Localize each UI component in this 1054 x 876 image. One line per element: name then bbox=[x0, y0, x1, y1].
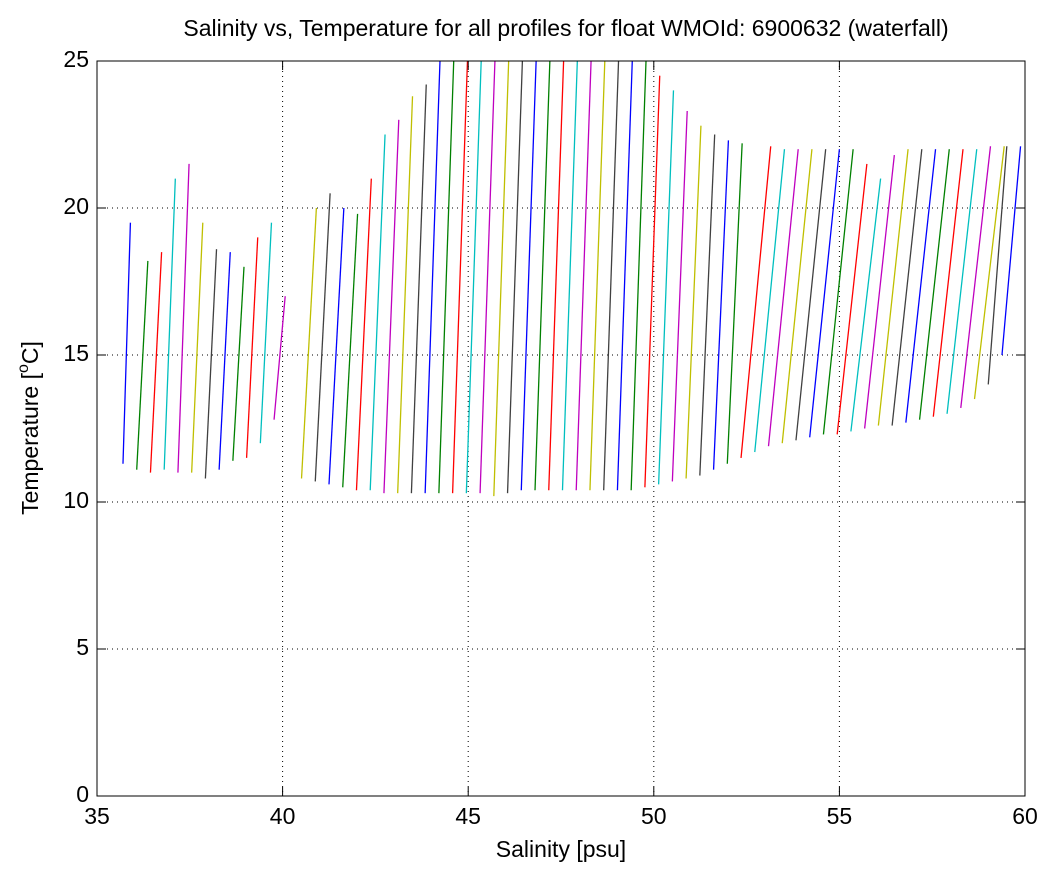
profile-line bbox=[740, 146, 772, 458]
profile-line bbox=[314, 193, 331, 482]
profile-line bbox=[589, 60, 606, 491]
profile-line bbox=[616, 60, 633, 491]
profile-line bbox=[163, 178, 176, 470]
x-tick-label: 50 bbox=[641, 803, 667, 829]
profile-line bbox=[383, 119, 400, 494]
profile-line bbox=[245, 237, 259, 458]
profile-line bbox=[671, 110, 688, 482]
y-label-text: Temperature [ bbox=[17, 372, 43, 515]
profile-line bbox=[328, 207, 345, 485]
profile-line bbox=[987, 146, 1008, 385]
x-tick-label: 40 bbox=[270, 803, 296, 829]
axes-box bbox=[96, 60, 1026, 797]
profile-line bbox=[410, 84, 427, 494]
profile-line bbox=[136, 260, 149, 470]
profile-line bbox=[273, 296, 286, 420]
profile-line bbox=[699, 134, 716, 476]
profile-line bbox=[863, 155, 895, 429]
y-tick-label: 25 bbox=[63, 46, 89, 72]
profile-line bbox=[918, 149, 950, 420]
profile-line bbox=[644, 75, 661, 488]
profile-line bbox=[561, 60, 578, 491]
profile-line bbox=[973, 146, 1005, 400]
profile-line bbox=[451, 60, 469, 494]
profile-line bbox=[795, 149, 827, 441]
profile-line bbox=[712, 140, 730, 470]
profile-line bbox=[809, 149, 841, 438]
profile-line bbox=[850, 178, 882, 432]
profile-line bbox=[465, 60, 482, 494]
y-tick-label: 10 bbox=[63, 487, 89, 513]
profile-line bbox=[946, 149, 978, 414]
profile-line bbox=[726, 143, 743, 464]
profile-line bbox=[932, 149, 964, 417]
profile-line bbox=[657, 90, 675, 485]
profile-line bbox=[781, 149, 813, 444]
profile-line bbox=[479, 60, 496, 494]
y-label-unit: C] bbox=[17, 341, 43, 364]
profile-line bbox=[191, 222, 204, 473]
profile-line bbox=[960, 146, 992, 408]
profile-line bbox=[149, 252, 163, 473]
profile-line bbox=[204, 249, 218, 479]
profile-line bbox=[438, 60, 455, 494]
x-tick-label: 35 bbox=[84, 803, 110, 829]
profile-line bbox=[424, 60, 441, 494]
y-tick-label: 20 bbox=[63, 193, 89, 219]
profile-line bbox=[548, 60, 565, 491]
profile-line bbox=[506, 60, 524, 494]
profile-line bbox=[767, 149, 799, 447]
profile-line bbox=[232, 266, 245, 461]
profile-line bbox=[493, 60, 510, 497]
profile-line bbox=[822, 149, 854, 435]
x-tick-label: 55 bbox=[827, 803, 853, 829]
y-axis-label: Temperature [oC] bbox=[15, 341, 43, 515]
chart-title: Salinity vs, Temperature for all profile… bbox=[183, 15, 948, 41]
profile-line bbox=[355, 178, 372, 491]
profile-line bbox=[754, 149, 786, 453]
plot-area bbox=[96, 60, 1026, 797]
profile-line bbox=[342, 213, 359, 488]
y-tick-label: 5 bbox=[76, 634, 89, 660]
profile-line bbox=[685, 125, 702, 479]
profile-line bbox=[122, 222, 132, 464]
profile-line bbox=[369, 134, 386, 491]
profile-line bbox=[905, 149, 937, 423]
profile-line bbox=[218, 252, 231, 470]
x-tick-label: 60 bbox=[1012, 803, 1038, 829]
y-tick-label: 15 bbox=[63, 340, 89, 366]
profile-line bbox=[575, 60, 592, 491]
profile-line bbox=[177, 163, 190, 473]
profile-line bbox=[520, 60, 537, 491]
profile-line bbox=[891, 149, 923, 426]
x-axis-label: Salinity [psu] bbox=[496, 836, 626, 862]
profile-line bbox=[603, 60, 620, 491]
profile-line bbox=[259, 222, 273, 444]
profile-line bbox=[836, 163, 868, 435]
profile-line bbox=[300, 207, 318, 479]
profile-line bbox=[397, 96, 414, 494]
profile-line bbox=[877, 149, 909, 426]
y-tick-label: 0 bbox=[76, 781, 89, 807]
y-label-sup: o bbox=[15, 364, 32, 373]
x-tick-label: 45 bbox=[455, 803, 481, 829]
profile-line bbox=[1001, 146, 1022, 356]
profile-line bbox=[630, 60, 647, 491]
profile-line bbox=[534, 60, 551, 491]
